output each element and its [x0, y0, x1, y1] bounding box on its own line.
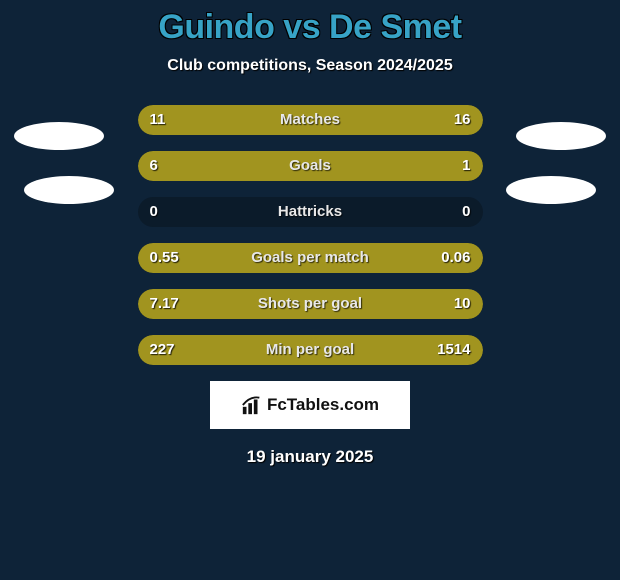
stat-value-left: 227: [150, 335, 175, 365]
side-ellipse-right: [506, 176, 596, 204]
stat-value-right: 16: [454, 105, 471, 135]
side-ellipse-left: [24, 176, 114, 204]
stat-row: Min per goal227 1514: [138, 335, 483, 365]
stats-rows: Matches11 16 Goals6 1 Hattricks0 0 Goals per m…: [138, 105, 483, 365]
side-ellipse-right: [516, 122, 606, 150]
stat-value-left: 0.55: [150, 243, 179, 273]
branding-text: FcTables.com: [267, 395, 379, 415]
chart-bar-icon: [241, 394, 263, 416]
stat-value-left: 11: [150, 105, 166, 135]
branding-badge: FcTables.com: [210, 381, 410, 429]
stat-row: Goals per match0.55 0.06: [138, 243, 483, 273]
date-text: 19 january 2025: [0, 447, 620, 467]
stat-value-left: 0: [150, 197, 158, 227]
stat-value-left: 7.17: [150, 289, 179, 319]
stat-label: Hattricks: [138, 197, 483, 227]
page-title: Guindo vs De Smet: [0, 8, 620, 47]
stat-row: Matches11 16: [138, 105, 483, 135]
stat-value-right: 1: [462, 151, 470, 181]
stat-label: Goals: [138, 151, 483, 181]
stat-value-left: 6: [150, 151, 158, 181]
stat-value-right: 1514: [437, 335, 470, 365]
stat-row: Hattricks0 0: [138, 197, 483, 227]
side-ellipse-left: [14, 122, 104, 150]
subtitle: Club competitions, Season 2024/2025: [0, 57, 620, 75]
stat-label: Shots per goal: [138, 289, 483, 319]
stat-row: Goals6 1: [138, 151, 483, 181]
stat-label: Min per goal: [138, 335, 483, 365]
stat-value-right: 10: [454, 289, 471, 319]
stat-label: Matches: [138, 105, 483, 135]
stat-value-right: 0.06: [441, 243, 470, 273]
stat-value-right: 0: [462, 197, 470, 227]
stat-row: Shots per goal7.17 10: [138, 289, 483, 319]
stat-label: Goals per match: [138, 243, 483, 273]
